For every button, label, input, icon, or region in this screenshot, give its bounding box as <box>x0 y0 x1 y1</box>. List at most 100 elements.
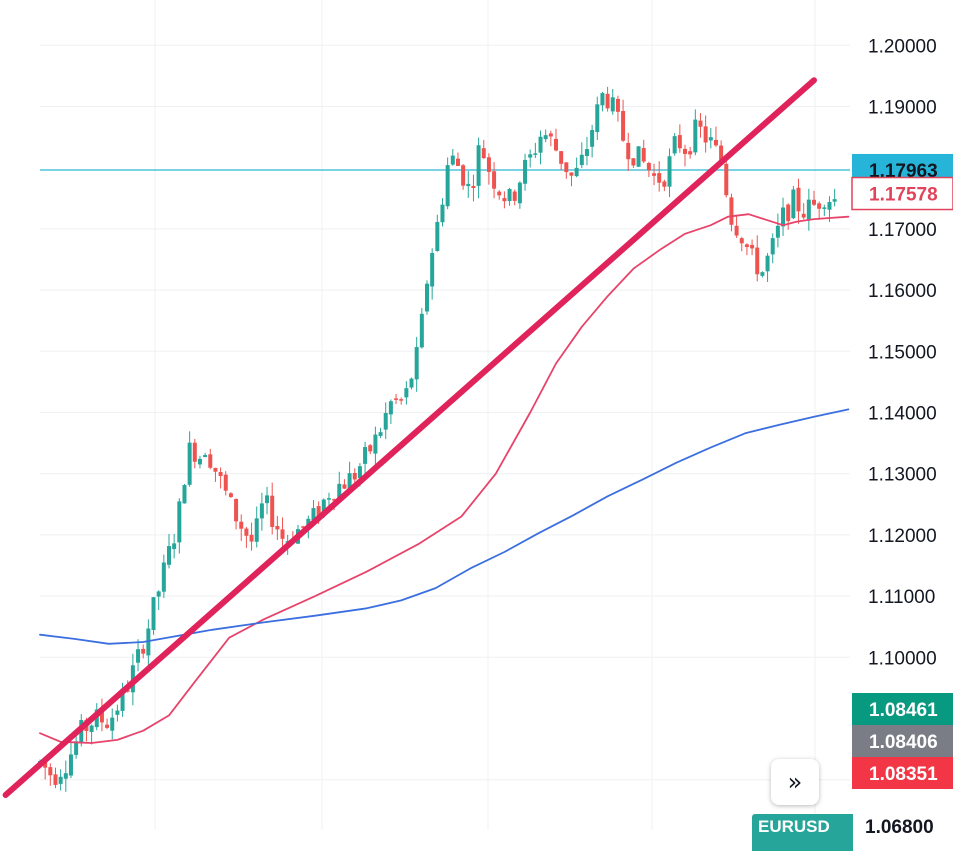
candle-up <box>708 137 713 141</box>
candle-down <box>280 529 285 539</box>
candle-down <box>554 138 558 151</box>
y-tick-label: 1.20000 <box>868 36 937 57</box>
candle-up <box>435 222 440 252</box>
candle-up <box>347 473 352 491</box>
candle-up <box>58 776 63 784</box>
candle-up <box>770 238 775 255</box>
candle-up <box>63 773 68 779</box>
candle-up <box>197 458 202 465</box>
candle-down <box>43 761 48 768</box>
symbol-name: EURUSD <box>758 817 830 836</box>
candle-down <box>801 213 806 218</box>
candle-up <box>182 485 187 504</box>
candle-up <box>161 562 166 592</box>
candle-down <box>719 145 724 164</box>
candle-up <box>311 508 316 520</box>
candle-down <box>626 142 631 160</box>
candle-down <box>786 204 791 222</box>
price-tag-bg <box>851 176 953 211</box>
candle-up <box>832 199 837 202</box>
candle-down <box>724 163 729 196</box>
candle-up <box>760 272 765 276</box>
price-tag-bg <box>852 757 953 789</box>
candle-down <box>332 499 337 501</box>
candle-down <box>213 467 218 472</box>
candle-up <box>177 501 182 543</box>
y-tick-label: 1.10000 <box>868 648 937 669</box>
candle-up <box>265 495 270 504</box>
candle-down <box>461 165 466 186</box>
candle-up <box>409 378 414 388</box>
candle-down <box>455 158 460 166</box>
candle-up <box>430 252 435 287</box>
scroll-to-realtime-button[interactable]: » <box>771 759 819 805</box>
candle-down <box>683 148 687 154</box>
candle-up <box>775 225 780 238</box>
symbol-label: EURUSD <box>752 814 853 851</box>
y-tick-label: 1.16000 <box>868 281 937 302</box>
candle-down <box>698 120 703 127</box>
candle-down <box>342 484 347 489</box>
candle-down <box>105 724 110 728</box>
candle-down <box>812 199 816 205</box>
candle-up <box>528 154 533 158</box>
candle-up <box>383 413 388 430</box>
price-tag-label: 1.08351 <box>869 764 938 785</box>
candle-down <box>641 147 646 162</box>
candle-up <box>254 518 259 542</box>
candle-down <box>615 98 620 112</box>
candle-up <box>89 725 94 732</box>
candle-down <box>394 398 399 400</box>
candle-up <box>357 466 362 479</box>
candle-up <box>636 146 641 167</box>
candle-down <box>817 203 822 209</box>
candle-down <box>270 495 275 527</box>
y-tick-label: 1.12000 <box>868 526 937 547</box>
candle-up <box>120 688 125 711</box>
candle-up <box>507 188 512 202</box>
candle-up <box>600 93 605 106</box>
y-tick-label: 1.19000 <box>868 98 937 119</box>
candle-up <box>156 591 161 597</box>
candle-down <box>141 648 146 654</box>
candle-down <box>223 474 228 491</box>
price-tag: 1.17578 <box>851 176 953 211</box>
price-tag-label: 1.17963 <box>869 161 938 182</box>
candle-down <box>621 111 626 141</box>
candle-down <box>688 151 693 155</box>
candle-down <box>208 454 213 468</box>
candle-down <box>564 162 569 173</box>
candle-down <box>559 151 564 164</box>
candle-up <box>115 710 120 715</box>
y-axis: 1.20000 1.19000 1.17000 1.16000 1.15000 1.140… <box>868 36 937 791</box>
candle-down <box>512 191 517 201</box>
candle-up <box>136 649 141 663</box>
candle-down <box>239 521 244 529</box>
price-tag-bg <box>852 725 953 757</box>
candle-down <box>677 135 682 149</box>
candle-up <box>388 401 393 415</box>
candle-up <box>110 717 115 731</box>
candle-down <box>316 506 321 519</box>
candle-down <box>755 247 760 275</box>
price-tag-label: 1.17578 <box>869 185 938 206</box>
candle-up <box>440 204 445 223</box>
candle-down <box>53 774 58 785</box>
candle-down <box>502 198 507 202</box>
candle-up <box>151 597 156 630</box>
candle-down <box>646 163 651 171</box>
candle-down <box>492 171 497 189</box>
candle-down <box>486 157 491 172</box>
symbol-price-label: 1.06800 <box>856 814 953 851</box>
y-tick-label: 1.15000 <box>868 342 937 363</box>
price-tag-bg <box>852 693 953 725</box>
candle-down <box>713 139 718 146</box>
candle-down <box>657 173 662 183</box>
candle-down <box>796 187 801 212</box>
candle-up <box>187 442 192 485</box>
candle-down <box>192 442 197 462</box>
candle-up <box>538 136 543 153</box>
double-chevron-right-icon: » <box>787 768 803 796</box>
